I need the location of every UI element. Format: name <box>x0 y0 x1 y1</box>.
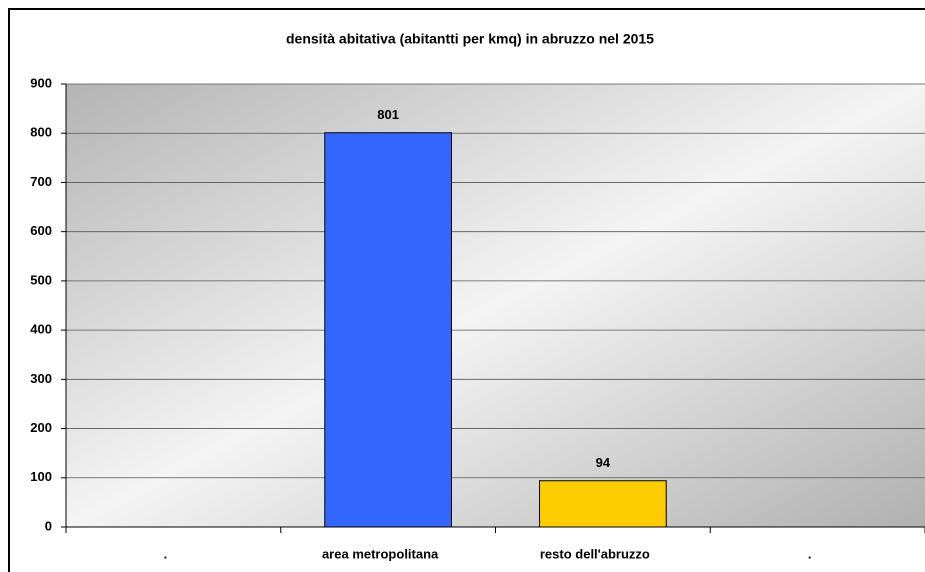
y-tick-label: 400 <box>30 322 52 337</box>
y-tick-label: 200 <box>30 420 52 435</box>
y-tick-label: 900 <box>30 75 52 90</box>
chart-title: densità abitativa (abitantti per kmq) in… <box>286 31 654 47</box>
bar <box>324 132 452 528</box>
data-label: 94 <box>596 455 611 470</box>
x-tick-label: resto dell'abruzzo <box>540 546 650 561</box>
y-tick-label: 300 <box>30 371 52 386</box>
y-tick-label: 0 <box>45 518 52 533</box>
y-tick-label: 500 <box>30 272 52 287</box>
y-tick-label: 100 <box>30 469 52 484</box>
data-label: 801 <box>377 107 399 122</box>
y-tick-label: 700 <box>30 174 52 189</box>
x-tick-label: . <box>808 546 812 561</box>
bar <box>539 480 667 528</box>
x-tick-label: . <box>164 546 168 561</box>
plot-area <box>66 84 925 527</box>
y-tick-label: 800 <box>30 125 52 140</box>
y-tick-label: 600 <box>30 223 52 238</box>
x-tick-label: area metropolitana <box>322 546 439 561</box>
